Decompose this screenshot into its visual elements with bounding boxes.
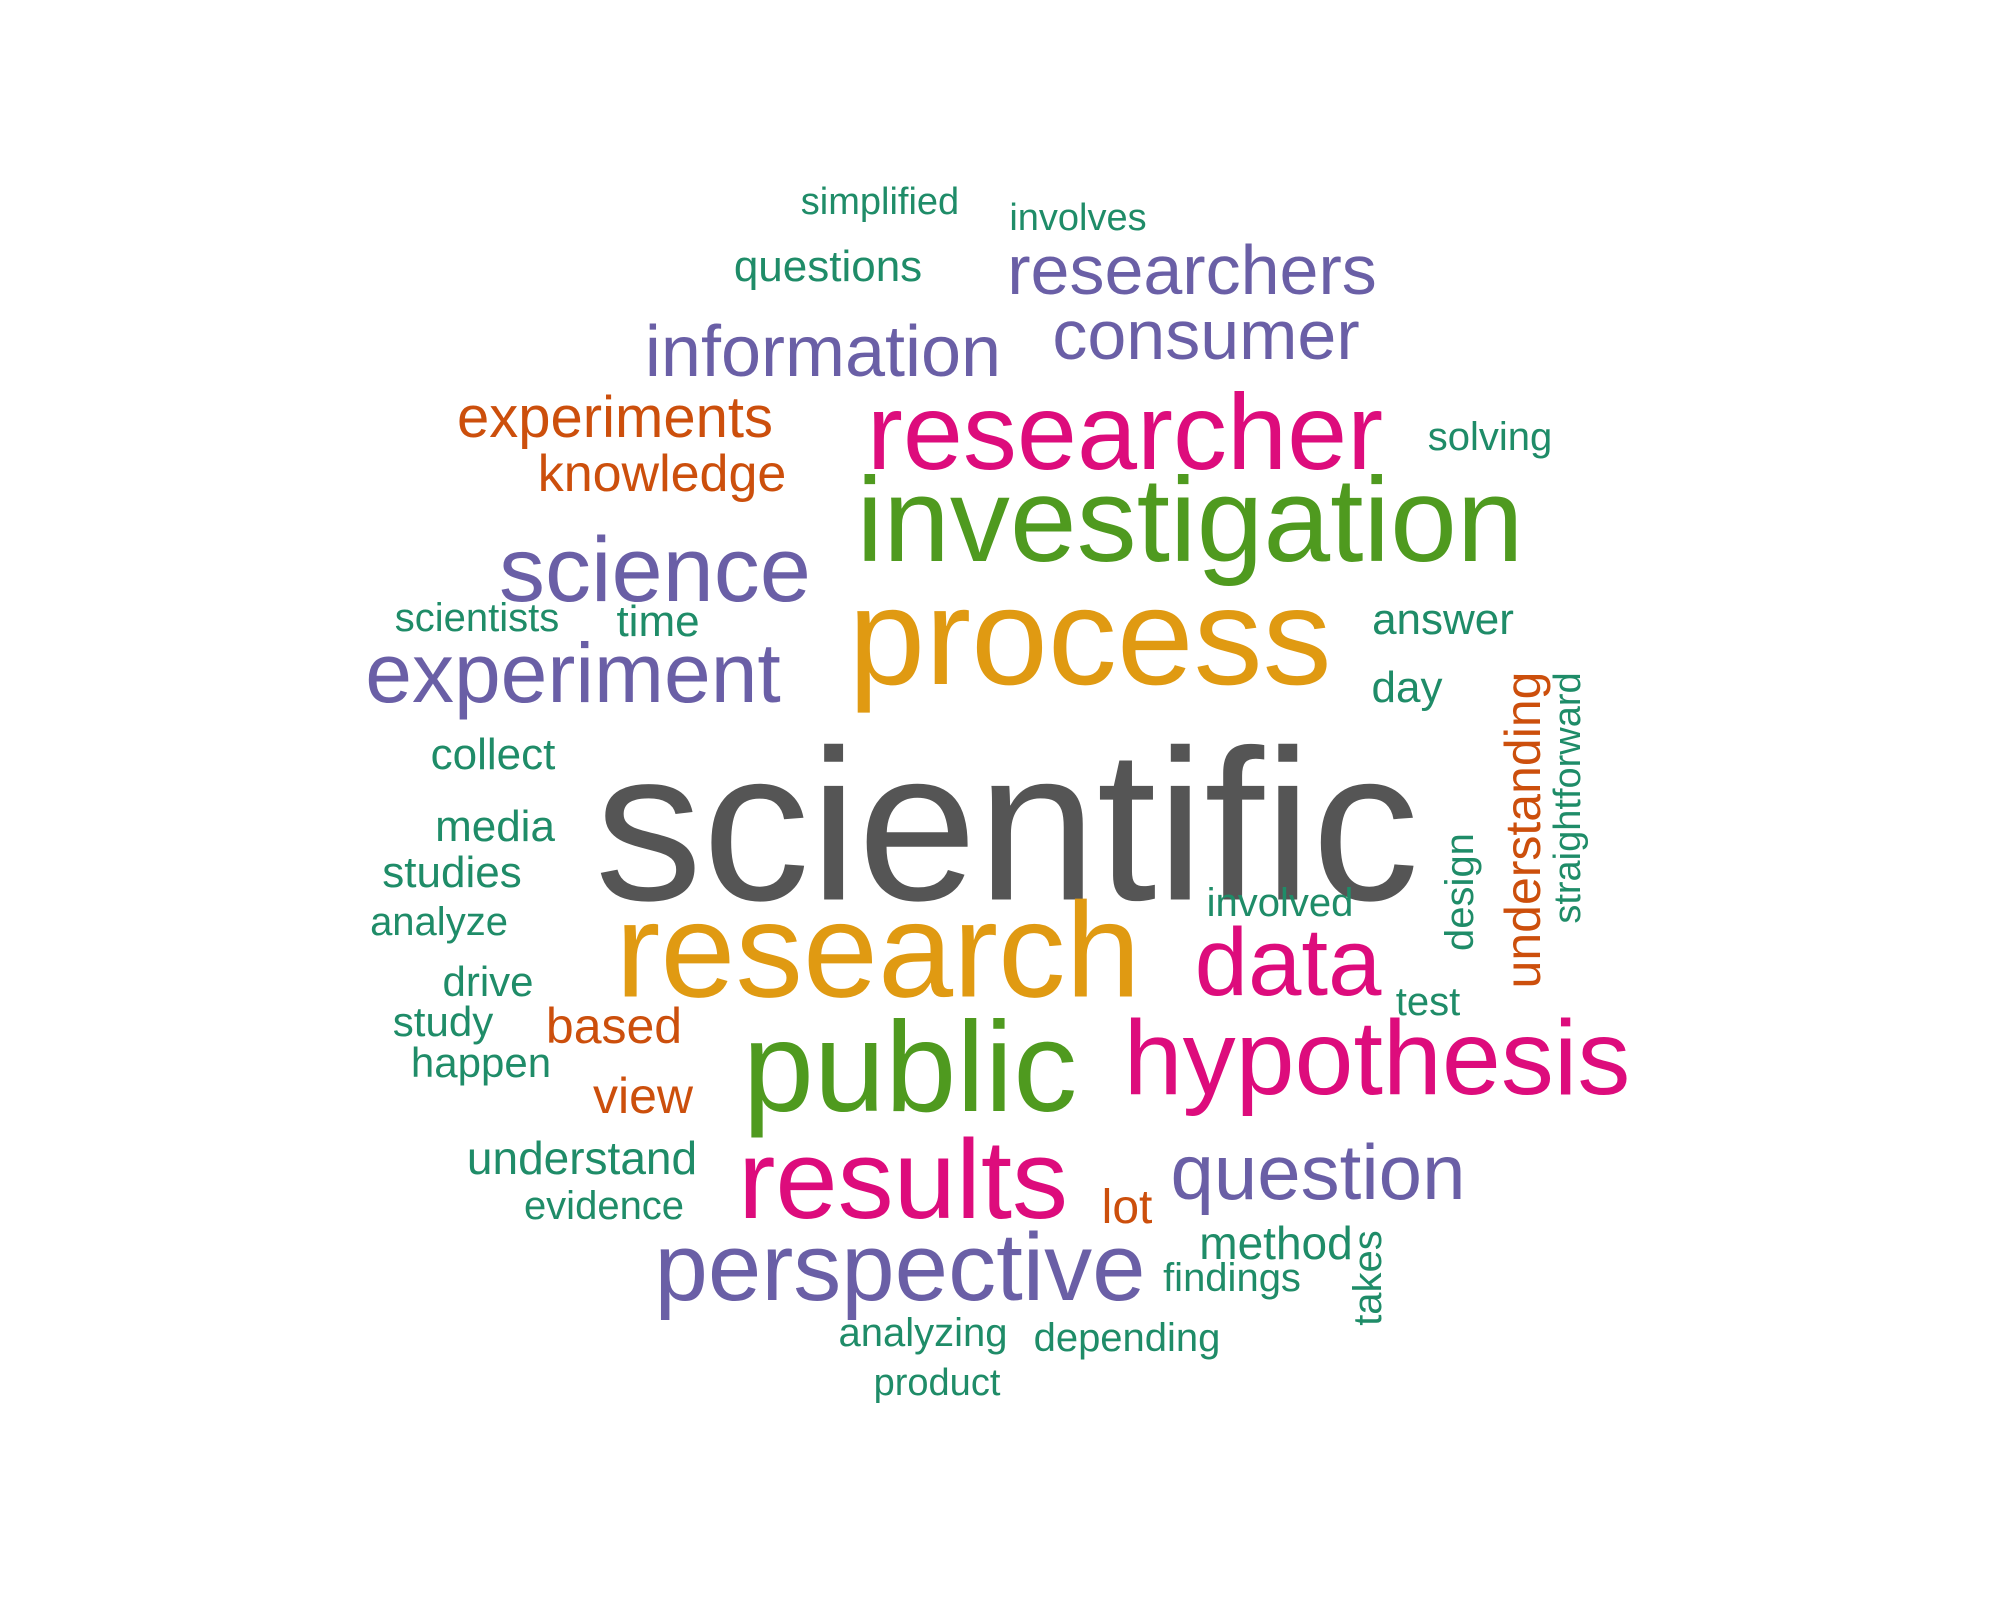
word-collect: collect [430, 730, 556, 779]
word-solving: solving [1427, 415, 1553, 459]
word-findings: findings [1163, 1256, 1301, 1300]
word-day: day [1371, 663, 1443, 712]
word-scientists: scientists [394, 596, 560, 640]
word-involves: involves [1009, 197, 1147, 239]
word-investigation: investigation [856, 453, 1524, 587]
word-design: design [1438, 833, 1482, 951]
word-analyzing: analyzing [838, 1311, 1008, 1355]
word-happen: happen [410, 1039, 552, 1086]
word-studies: studies [382, 848, 522, 897]
word-questions: questions [733, 242, 923, 291]
word-simplified: simplified [800, 181, 960, 223]
word-lot: lot [1101, 1181, 1153, 1234]
word-question: question [1170, 1128, 1466, 1216]
word-researchers: researchers [1007, 231, 1377, 309]
word-data: data [1194, 909, 1382, 1016]
word-takes: takes [1346, 1230, 1390, 1326]
word-experiment: experiment [365, 626, 781, 720]
word-test: test [1395, 980, 1461, 1024]
word-analyze: analyze [370, 900, 508, 944]
word-drive: drive [442, 958, 534, 1005]
word-science: science [499, 519, 811, 621]
word-process: process [848, 560, 1332, 714]
word-time: time [616, 597, 700, 646]
word-based: based [545, 998, 683, 1054]
word-research: research [615, 874, 1141, 1026]
word-media: media [435, 802, 555, 851]
word-straightforward: straightforward [1547, 672, 1589, 924]
word-hypothesis: hypothesis [1123, 999, 1631, 1117]
word-study: study [392, 998, 494, 1045]
word-public: public [742, 996, 1078, 1139]
word-method: method [1199, 1217, 1353, 1269]
word-results: results [738, 1117, 1068, 1242]
word-depending: depending [1033, 1316, 1221, 1360]
word-scientific: scientific [594, 704, 1420, 946]
word-answer: answer [1372, 595, 1514, 644]
word-product: product [873, 1362, 1001, 1404]
word-perspective: perspective [654, 1214, 1146, 1321]
word-view: view [592, 1068, 694, 1124]
word-understand: understand [466, 1132, 698, 1184]
word-researcher: researcher [866, 371, 1384, 492]
word-evidence: evidence [523, 1184, 685, 1228]
word-involved: involved [1206, 881, 1354, 925]
word-knowledge: knowledge [537, 445, 787, 503]
word-experiments: experiments [457, 385, 773, 450]
word-information: information [644, 312, 1002, 392]
word-consumer: consumer [1052, 296, 1360, 374]
word-understanding: understanding [1495, 671, 1551, 989]
